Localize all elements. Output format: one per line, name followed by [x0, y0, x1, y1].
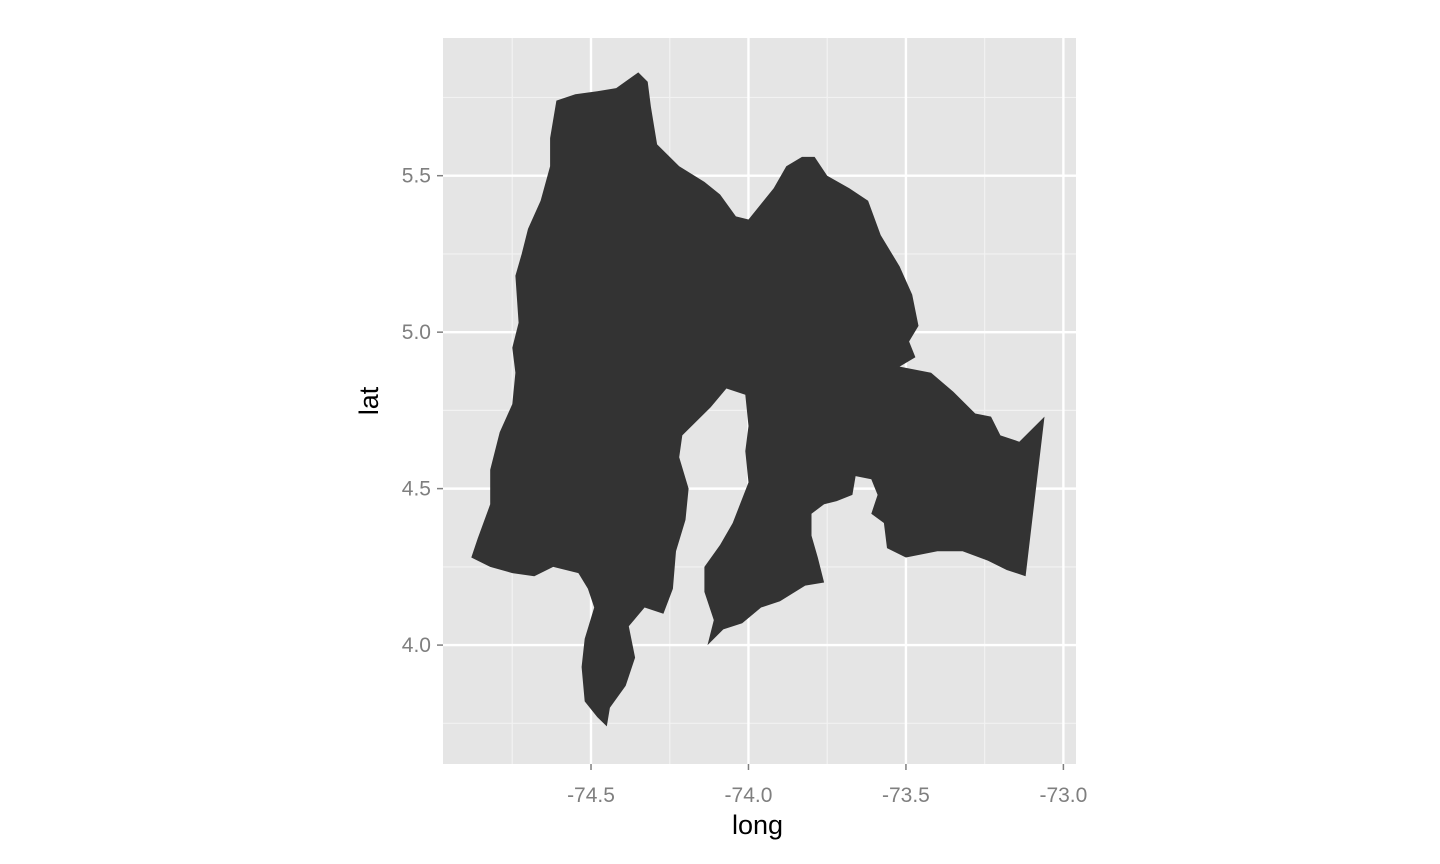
x-tick-label: -74.5 [567, 784, 615, 807]
x-axis-title: long [732, 810, 783, 840]
y-axis-title: lat [354, 386, 384, 415]
x-tick-label: -74.0 [725, 784, 773, 807]
y-tick-label: 4.0 [402, 634, 431, 657]
x-tick-label: -73.0 [1039, 784, 1087, 807]
y-tick-label: 5.0 [402, 321, 431, 344]
region-polygon [471, 72, 1045, 727]
y-axis: 4.0 4.5 5.0 5.5 [402, 165, 443, 657]
x-tick-label: -73.5 [882, 784, 930, 807]
y-tick-label: 5.5 [402, 165, 431, 188]
y-tick-label: 4.5 [402, 478, 431, 501]
x-axis: -74.5 -74.0 -73.5 -73.0 [567, 764, 1087, 807]
